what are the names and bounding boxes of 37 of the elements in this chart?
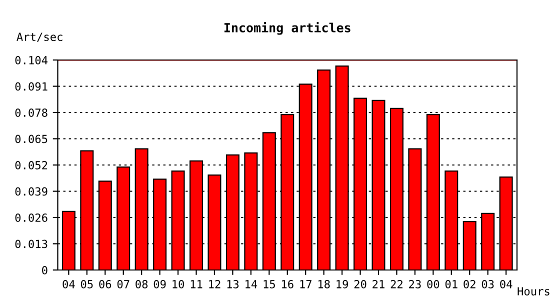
y-tick-label: 0.078 — [15, 108, 48, 117]
y-tick-label: 0.104 — [15, 56, 48, 64]
x-tick-label: 02 — [464, 280, 476, 288]
chart-title: Incoming articles — [224, 22, 350, 35]
x-tick-label: 04 — [62, 280, 75, 288]
x-tick-label: 11 — [190, 280, 202, 288]
y-tick-label: 0.013 — [15, 240, 48, 248]
x-tick-label: 20 — [354, 280, 366, 288]
x-tick-label: 21 — [372, 280, 384, 288]
x-tick-label: 09 — [154, 280, 166, 288]
x-tick-label: 17 — [300, 280, 312, 288]
y-tick-label: 0.091 — [15, 82, 48, 91]
y-tick-label: 0.052 — [15, 161, 48, 170]
x-tick-label: 23 — [409, 280, 421, 288]
x-tick-label: 18 — [318, 280, 330, 288]
y-tick-label: 0.026 — [15, 214, 48, 222]
x-axis-title: Hours — [518, 287, 550, 296]
y-tick-label: 0.065 — [15, 134, 48, 144]
x-tick-label: 07 — [117, 280, 130, 288]
x-tick-label: 03 — [482, 280, 494, 288]
x-tick-label: 00 — [427, 280, 440, 288]
x-tick-label: 19 — [336, 280, 348, 288]
x-tick-label: 04 — [500, 280, 512, 288]
x-tick-label: 12 — [209, 280, 220, 288]
y-axis-title: Art/sec — [16, 32, 62, 42]
x-tick-label: 08 — [136, 280, 148, 288]
x-tick-label: 15 — [264, 280, 275, 288]
x-tick-label: 13 — [227, 280, 239, 288]
x-tick-label: 05 — [80, 280, 93, 288]
x-tick-label: 22 — [390, 280, 402, 288]
x-tick-label: 10 — [172, 280, 184, 288]
y-tick-label: 0 — [42, 266, 48, 274]
y-tick-label: 0.039 — [15, 187, 48, 196]
x-tick-label: 06 — [99, 280, 112, 288]
x-tick-label: 16 — [282, 280, 294, 288]
x-tick-label: 14 — [246, 280, 258, 288]
x-tick-label: 01 — [445, 280, 458, 288]
